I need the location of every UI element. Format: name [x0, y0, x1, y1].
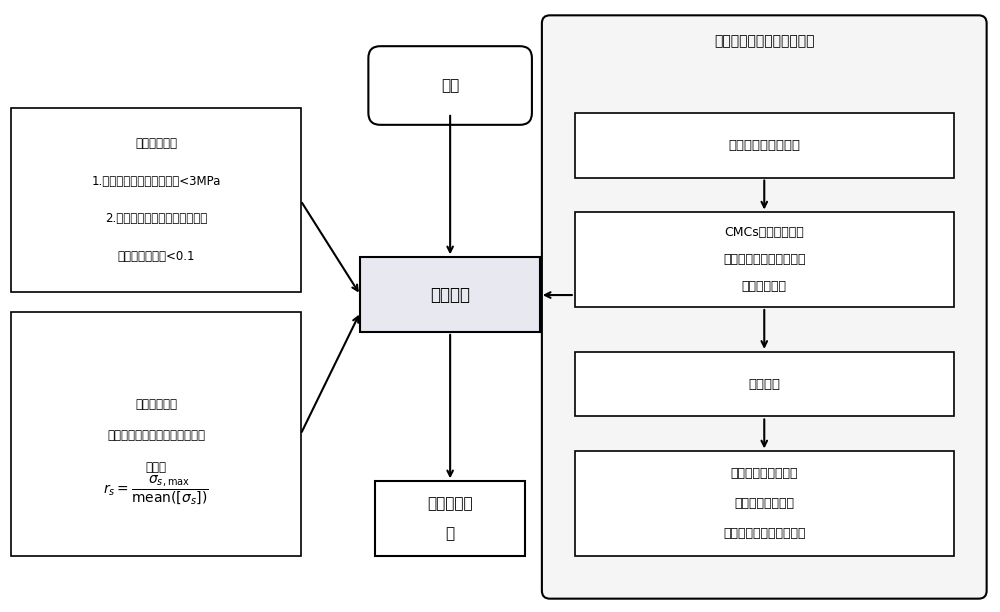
Text: 试验件偏轴加载应力场计算: 试验件偏轴加载应力场计算 — [714, 34, 815, 48]
FancyBboxPatch shape — [375, 481, 525, 556]
FancyBboxPatch shape — [11, 312, 301, 556]
Text: 值最小: 值最小 — [145, 461, 166, 474]
Text: 试验件的参数化模型: 试验件的参数化模型 — [728, 139, 800, 152]
Text: 2.试验段最大面内剪切应力与平: 2.试验段最大面内剪切应力与平 — [105, 212, 207, 225]
Text: 并设置材料属性，建立偏: 并设置材料属性，建立偏 — [723, 253, 806, 266]
FancyBboxPatch shape — [575, 352, 954, 417]
Text: 1.试验段轴向应力场均方差<3MPa: 1.试验段轴向应力场均方差<3MPa — [91, 174, 221, 187]
Text: 轴局部坐标系: 轴局部坐标系 — [742, 280, 787, 293]
Text: 优化程序: 优化程序 — [430, 286, 470, 304]
FancyBboxPatch shape — [11, 108, 301, 292]
FancyBboxPatch shape — [575, 451, 954, 556]
Text: 试验段最大面内剪切应力: 试验段最大面内剪切应力 — [723, 527, 806, 540]
Text: 设定约束条件: 设定约束条件 — [135, 136, 177, 150]
Text: 设定优化目标: 设定优化目标 — [135, 398, 177, 411]
Text: 试验段最大轴向应力: 试验段最大轴向应力 — [731, 467, 798, 480]
Text: 果: 果 — [446, 526, 455, 541]
Text: 试验段轴向应力场: 试验段轴向应力场 — [734, 497, 794, 510]
Text: 开始: 开始 — [441, 78, 459, 93]
Text: CMCs弹性常数分析: CMCs弹性常数分析 — [724, 226, 804, 239]
FancyBboxPatch shape — [542, 15, 987, 599]
FancyBboxPatch shape — [360, 257, 540, 332]
Text: $r_s = \dfrac{\sigma_{s,\max}}{\mathrm{mean}([\sigma_s])}$: $r_s = \dfrac{\sigma_{s,\max}}{\mathrm{m… — [103, 472, 209, 506]
Text: 最大轴向应力与平均轴向应力比: 最大轴向应力与平均轴向应力比 — [107, 430, 205, 442]
Text: 输出优化结: 输出优化结 — [427, 496, 473, 511]
FancyBboxPatch shape — [368, 46, 532, 125]
FancyBboxPatch shape — [575, 212, 954, 307]
Text: 加载求解: 加载求解 — [748, 378, 780, 390]
Text: 均轴向应力比值<0.1: 均轴向应力比值<0.1 — [117, 250, 195, 263]
FancyBboxPatch shape — [575, 113, 954, 177]
